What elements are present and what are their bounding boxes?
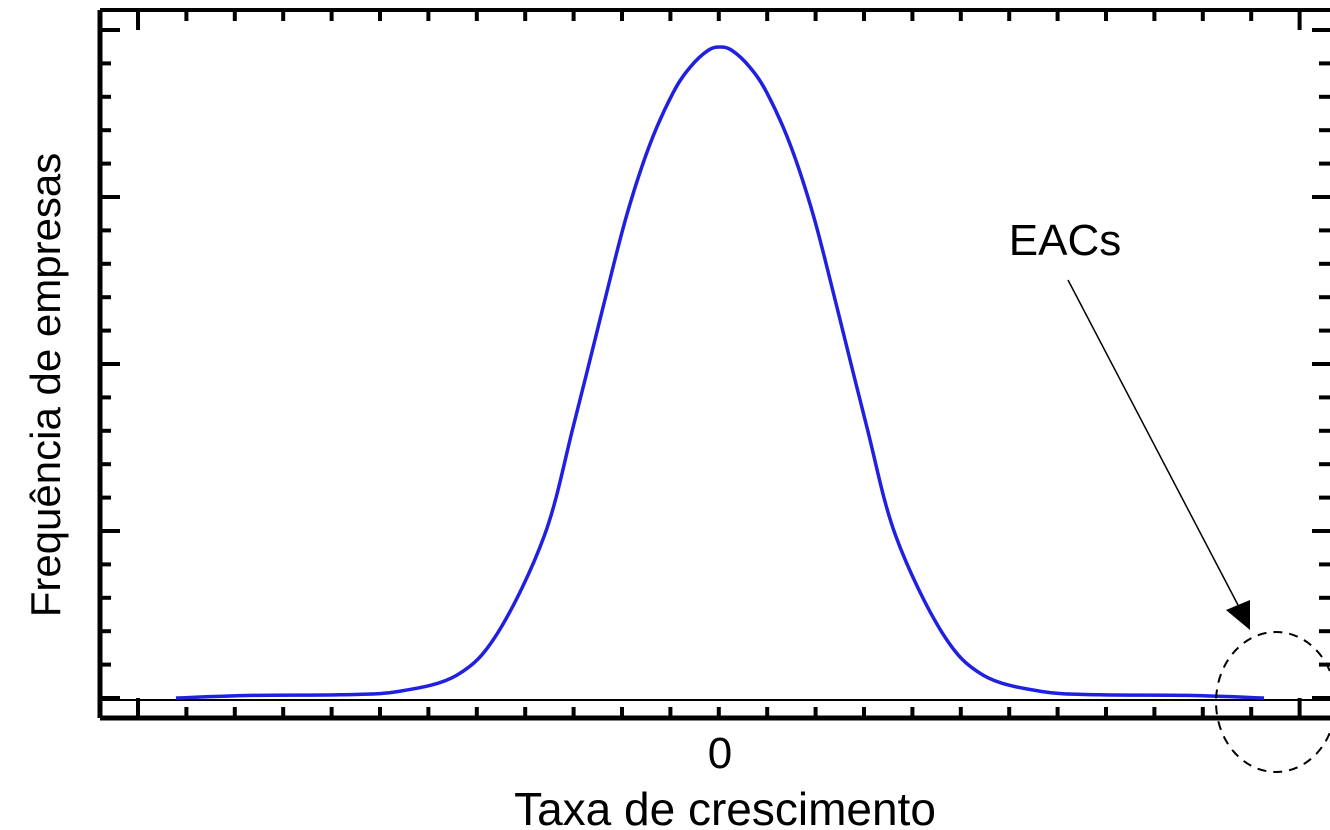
distribution-line [175, 45, 1265, 700]
x-axis-label: Taxa de crescimento [514, 783, 936, 830]
x-tick-label: 0 [708, 729, 732, 778]
x-tick-labels: 0 [708, 729, 732, 778]
y-axis-label: Frequência de empresas [22, 153, 69, 618]
eacs-highlight-circle [1215, 631, 1330, 773]
plot-frame [97, 8, 1330, 721]
eacs-arrowhead [1226, 600, 1250, 630]
axis-ticks [100, 10, 1330, 718]
eacs-annotation-arrow [1067, 279, 1239, 606]
eacs-annotation-label: EACs [1009, 216, 1121, 265]
